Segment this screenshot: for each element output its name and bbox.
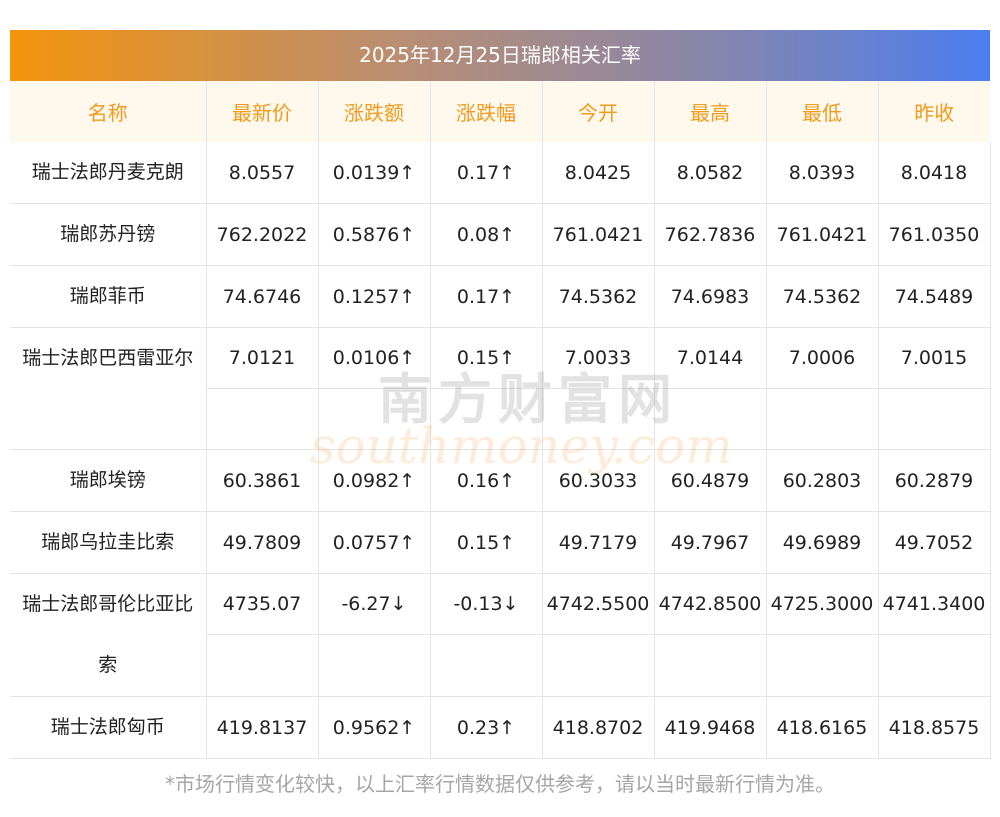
change-pct-cell: 0.15↑ (430, 511, 543, 574)
low-cell: 60.2803 (766, 449, 879, 512)
currency-pair-name: 瑞郎乌拉圭比索 (10, 511, 207, 574)
open-cell-wrapper: 4742.5500 (542, 573, 655, 697)
table-row: 瑞郎苏丹镑 762.2022 0.5876↑ 0.08↑ 761.0421 762.783… (10, 203, 991, 266)
high-cell: 60.4879 (654, 449, 767, 512)
column-header-latest: 最新价 (206, 81, 319, 142)
column-header-prev-close: 昨收 (878, 81, 990, 142)
prev-close-cell-wrapper: 7.0015 (878, 327, 991, 450)
change-cell: 0.9562↑ (318, 696, 431, 759)
open-cell: 49.7179 (542, 511, 655, 574)
change-cell-wrapper: -6.27↓ (318, 573, 431, 697)
change-cell: 0.0757↑ (318, 511, 431, 574)
change-cell: 0.0106↑ (318, 328, 430, 389)
open-cell: 8.0425 (542, 142, 655, 204)
currency-pair-name: 瑞士法郎巴西雷亚尔 (10, 327, 207, 450)
change-cell-wrapper: 0.0106↑ (318, 327, 431, 450)
open-cell: 74.5362 (542, 265, 655, 328)
prev-close-cell-wrapper: 4741.3400 (878, 573, 991, 697)
prev-close-cell: 418.8575 (878, 696, 991, 759)
table-row: 瑞士法郎巴西雷亚尔 7.0121 0.0106↑ 0.15↑ 7.0033 7.0144 7… (10, 327, 991, 450)
latest-price-cell: 74.6746 (206, 265, 319, 328)
table-title: 2025年12月25日瑞郎相关汇率 (10, 30, 990, 81)
latest-price-cell: 49.7809 (206, 511, 319, 574)
latest-price-cell: 8.0557 (206, 142, 319, 204)
change-pct-cell: 0.23↑ (430, 696, 543, 759)
table-row: 瑞郎乌拉圭比索 49.7809 0.0757↑ 0.15↑ 49.7179 49.7967… (10, 511, 991, 574)
currency-pair-name: 瑞郎菲币 (10, 265, 207, 328)
change-pct-cell: 0.16↑ (430, 449, 543, 512)
high-cell-wrapper: 4742.8500 (654, 573, 767, 697)
column-header-low: 最低 (766, 81, 879, 142)
change-pct-cell: 0.17↑ (430, 265, 543, 328)
currency-pair-name: 瑞士法郎哥伦比亚比索 (10, 573, 207, 697)
column-header-high: 最高 (654, 81, 767, 142)
prev-close-cell: 7.0015 (878, 328, 990, 389)
currency-pair-name: 瑞郎埃镑 (10, 449, 207, 512)
change-cell: 0.0982↑ (318, 449, 431, 512)
low-cell: 761.0421 (766, 203, 879, 266)
high-cell: 74.6983 (654, 265, 767, 328)
high-cell: 762.7836 (654, 203, 767, 266)
low-cell: 418.6165 (766, 696, 879, 759)
latest-price-cell: 60.3861 (206, 449, 319, 512)
open-cell: 761.0421 (542, 203, 655, 266)
high-cell: 49.7967 (654, 511, 767, 574)
open-cell: 60.3033 (542, 449, 655, 512)
high-cell-wrapper: 7.0144 (654, 327, 767, 450)
prev-close-cell: 4741.3400 (878, 574, 990, 635)
open-cell: 4742.5500 (542, 574, 654, 635)
change-pct-cell: 0.08↑ (430, 203, 543, 266)
table-row: 瑞郎菲币 74.6746 0.1257↑ 0.17↑ 74.5362 74.6983 74.… (10, 265, 991, 328)
low-cell: 8.0393 (766, 142, 879, 204)
latest-price-cell-wrapper: 7.0121 (206, 327, 319, 450)
table-row: 瑞士法郎匈币 419.8137 0.9562↑ 0.23↑ 418.8702 419.94… (10, 696, 991, 759)
change-cell: -6.27↓ (318, 574, 430, 635)
change-pct-cell: 0.15↑ (430, 328, 542, 389)
low-cell: 7.0006 (766, 328, 878, 389)
high-cell: 8.0582 (654, 142, 767, 204)
latest-price-cell: 419.8137 (206, 696, 319, 759)
change-pct-cell-wrapper: -0.13↓ (430, 573, 543, 697)
prev-close-cell: 8.0418 (878, 142, 991, 204)
table-row: 瑞郎埃镑 60.3861 0.0982↑ 0.16↑ 60.3033 60.4879 60.… (10, 449, 991, 512)
open-cell: 7.0033 (542, 328, 654, 389)
disclaimer-footnote: *市场行情变化较快，以上汇率行情数据仅供参考，请以当时最新行情为准。 (165, 772, 835, 796)
open-cell: 418.8702 (542, 696, 655, 759)
column-header-change: 涨跌额 (318, 81, 431, 142)
exchange-rate-table: 名称 最新价 涨跌额 涨跌幅 今开 最高 最低 昨收 瑞士法郎丹麦克朗 8.055… (10, 81, 991, 759)
column-header-change-pct: 涨跌幅 (430, 81, 543, 142)
change-pct-cell-wrapper: 0.15↑ (430, 327, 543, 450)
low-cell: 4725.3000 (766, 574, 878, 635)
high-cell: 419.9468 (654, 696, 767, 759)
low-cell: 74.5362 (766, 265, 879, 328)
column-header-open: 今开 (542, 81, 655, 142)
high-cell: 4742.8500 (654, 574, 766, 635)
currency-pair-name: 瑞士法郎匈币 (10, 696, 207, 759)
prev-close-cell: 761.0350 (878, 203, 991, 266)
low-cell: 49.6989 (766, 511, 879, 574)
latest-price-cell: 4735.07 (206, 574, 318, 635)
change-cell: 0.5876↑ (318, 203, 431, 266)
table-row: 瑞士法郎丹麦克朗 8.0557 0.0139↑ 0.17↑ 8.0425 8.0582 8.… (10, 142, 991, 204)
table-row: 瑞士法郎哥伦比亚比索 4735.07 -6.27↓ -0.13↓ 4742.5500 47… (10, 573, 991, 697)
header-row: 名称 最新价 涨跌额 涨跌幅 今开 最高 最低 昨收 (10, 81, 990, 142)
currency-pair-name: 瑞郎苏丹镑 (10, 203, 207, 266)
latest-price-cell: 7.0121 (206, 328, 318, 389)
change-cell: 0.0139↑ (318, 142, 431, 204)
open-cell-wrapper: 7.0033 (542, 327, 655, 450)
high-cell: 7.0144 (654, 328, 766, 389)
low-cell-wrapper: 4725.3000 (766, 573, 879, 697)
change-pct-cell: 0.17↑ (430, 142, 543, 204)
change-pct-cell: -0.13↓ (430, 574, 542, 635)
change-cell: 0.1257↑ (318, 265, 431, 328)
prev-close-cell: 60.2879 (878, 449, 991, 512)
currency-pair-name: 瑞士法郎丹麦克朗 (10, 142, 207, 204)
latest-price-cell: 762.2022 (206, 203, 319, 266)
prev-close-cell: 49.7052 (878, 511, 991, 574)
column-header-name: 名称 (10, 81, 207, 142)
low-cell-wrapper: 7.0006 (766, 327, 879, 450)
latest-price-cell-wrapper: 4735.07 (206, 573, 319, 697)
prev-close-cell: 74.5489 (878, 265, 991, 328)
